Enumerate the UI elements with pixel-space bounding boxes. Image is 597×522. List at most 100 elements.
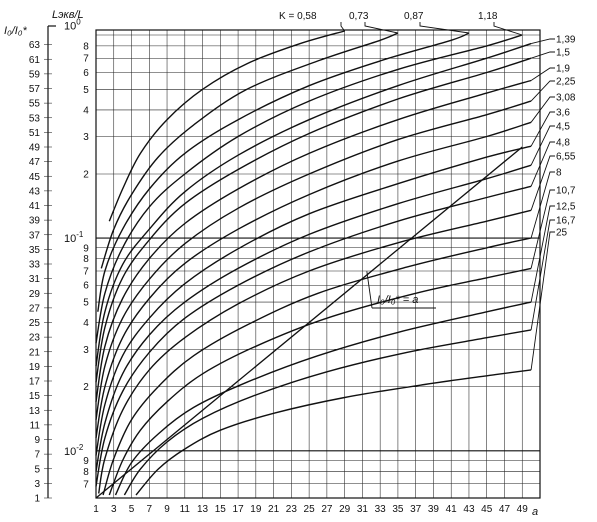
y-log-minor-label: 3	[83, 345, 89, 356]
x-tick-label: 41	[446, 504, 458, 515]
curves	[95, 30, 532, 496]
curve-label-k-3-6: 3,6	[556, 108, 570, 119]
series-line-k-4-5	[95, 164, 532, 472]
x-tick-label: 47	[499, 504, 511, 515]
x-tick-label: 25	[304, 504, 316, 515]
x-tick-label: 13	[197, 504, 209, 515]
curve-label-leader	[493, 22, 523, 36]
series-line-k-10-7	[108, 267, 532, 496]
series-line-k-0-87	[97, 32, 470, 312]
y-left-tick-label: 41	[29, 201, 41, 212]
x-tick-label: 9	[164, 504, 170, 515]
x-tick-label: 21	[268, 504, 280, 515]
x-tick-label: 11	[180, 504, 191, 515]
y-left-tick-label: 11	[30, 420, 41, 431]
y-left-tick-label: 63	[29, 40, 41, 51]
y-left-tick-label: 15	[29, 391, 41, 402]
y-log-decade-label: 10-2	[64, 443, 84, 458]
curve-label-k-25: 25	[556, 228, 568, 239]
y-left-tick-label: 29	[29, 289, 41, 300]
y-log-minor-label: 6	[83, 68, 89, 79]
series-line-k-12-5	[114, 301, 532, 496]
series-line-k-4-8	[95, 185, 532, 487]
diagonal-line	[95, 146, 523, 499]
y-log-decade-exp: -2	[76, 443, 84, 452]
x-tick-label: 3	[111, 504, 117, 515]
curve-label-leader	[530, 80, 555, 102]
y-log-decade-base: 10	[64, 20, 76, 32]
y-left-tick-label: 55	[29, 99, 41, 110]
y-log-decade-exp: -1	[76, 230, 84, 239]
series-line-k-1-9	[95, 79, 532, 402]
curve-label-leader	[530, 171, 555, 239]
y-log-minor-label: 6	[83, 281, 89, 292]
curve-label-k-4-8: 4,8	[556, 138, 570, 149]
x-tick-label: 35	[392, 504, 404, 515]
y-log-minor-label: 7	[83, 266, 89, 277]
y-left-tick-label: 9	[34, 435, 40, 446]
curve-label-leader	[340, 22, 345, 32]
y-log-minor-label: 2	[83, 382, 89, 393]
x-tick-label: 1	[93, 504, 99, 515]
curve-label-leader	[530, 67, 555, 81]
x-tick-label: 29	[339, 504, 351, 515]
curve-label-leader	[530, 111, 555, 147]
curve-label-k-1-39: 1,39	[556, 35, 576, 46]
y-log-minor-label: 8	[83, 41, 89, 52]
curve-label-leader	[530, 38, 555, 45]
y-log-minor-label: 9	[83, 456, 89, 467]
y-left-tick-label: 61	[29, 55, 41, 66]
y-log-decade-label: 10-1	[64, 230, 84, 245]
curve-label-leader	[530, 141, 555, 187]
x-tick-label: 33	[375, 504, 387, 515]
series-line-k-0-58	[108, 30, 345, 222]
y-left-tick-label: 35	[29, 245, 41, 256]
y-log-axis-label: Lэкв/L	[52, 9, 84, 21]
y-log-minor-label: 5	[83, 298, 89, 309]
y-left-tick-label: 59	[29, 69, 41, 80]
curve-label-leader	[530, 205, 555, 303]
y-left-ticks: 1357911131517192123252729313335373941434…	[29, 40, 52, 505]
y-left-tick-label: 53	[29, 113, 41, 124]
series-line-k-3-08	[95, 121, 532, 439]
x-tick-label: 19	[250, 504, 262, 515]
series-line-k-6-55	[98, 209, 532, 494]
series-line-k-25	[135, 369, 532, 496]
x-tick-label: 31	[357, 504, 369, 515]
series-line-k-2-25	[95, 100, 532, 420]
curve-label-leader	[530, 125, 555, 166]
y-left-tick-label: 23	[29, 333, 41, 344]
x-tick-label: 39	[428, 504, 440, 515]
x-ticks: 1 3 5 7 9 11 13 15 17 19 21 23 25 27 29 31 33 35 37 39 41 43 4…	[93, 504, 528, 515]
plot-frame	[95, 29, 541, 499]
x-tick-label: 15	[215, 504, 227, 515]
y-left-tick-label: 21	[29, 347, 41, 358]
series-line-k-1-18	[95, 34, 523, 344]
y-left-tick-label: 17	[29, 377, 41, 388]
x-tick-label: 45	[481, 504, 493, 515]
y-left-tick-label: 3	[34, 479, 40, 490]
y-left-tick-label: 25	[29, 318, 41, 329]
y-log-minor-label: 2	[83, 169, 89, 180]
y-left-tick-label: 47	[29, 157, 41, 168]
curve-label-k-0-73: 0,73	[349, 11, 369, 22]
x-tick-label: 49	[517, 504, 529, 515]
curve-labels: K = 0,58 0,73 0,87 1,18 1,39 1,5 1,9 2,25 3,08 3,…	[279, 11, 576, 370]
y-left-tick-label: 19	[29, 362, 41, 373]
curve-label-k-3-08: 3,08	[556, 93, 576, 104]
y-log-minor-label: 4	[83, 318, 89, 329]
y-left-tick-label: 43	[29, 186, 41, 197]
series-line-k-1-5	[95, 57, 532, 383]
curve-label-leader	[530, 189, 555, 269]
curve-label-k-12-5: 12,5	[556, 202, 576, 213]
y-left-tick-label: 33	[29, 260, 41, 271]
series-line-k-1-39	[95, 42, 532, 367]
y-log-decade-exp: 0	[76, 17, 81, 26]
curve-label-k-4-5: 4,5	[556, 122, 570, 133]
curve-label-k-2-25: 2,25	[556, 77, 576, 88]
curve-label-k-6-55: 6,55	[556, 152, 576, 163]
curve-label-k-0-58: K = 0,58	[279, 11, 317, 22]
y-left-tick-label: 39	[29, 216, 41, 227]
series-line-k-16-7	[123, 329, 532, 496]
